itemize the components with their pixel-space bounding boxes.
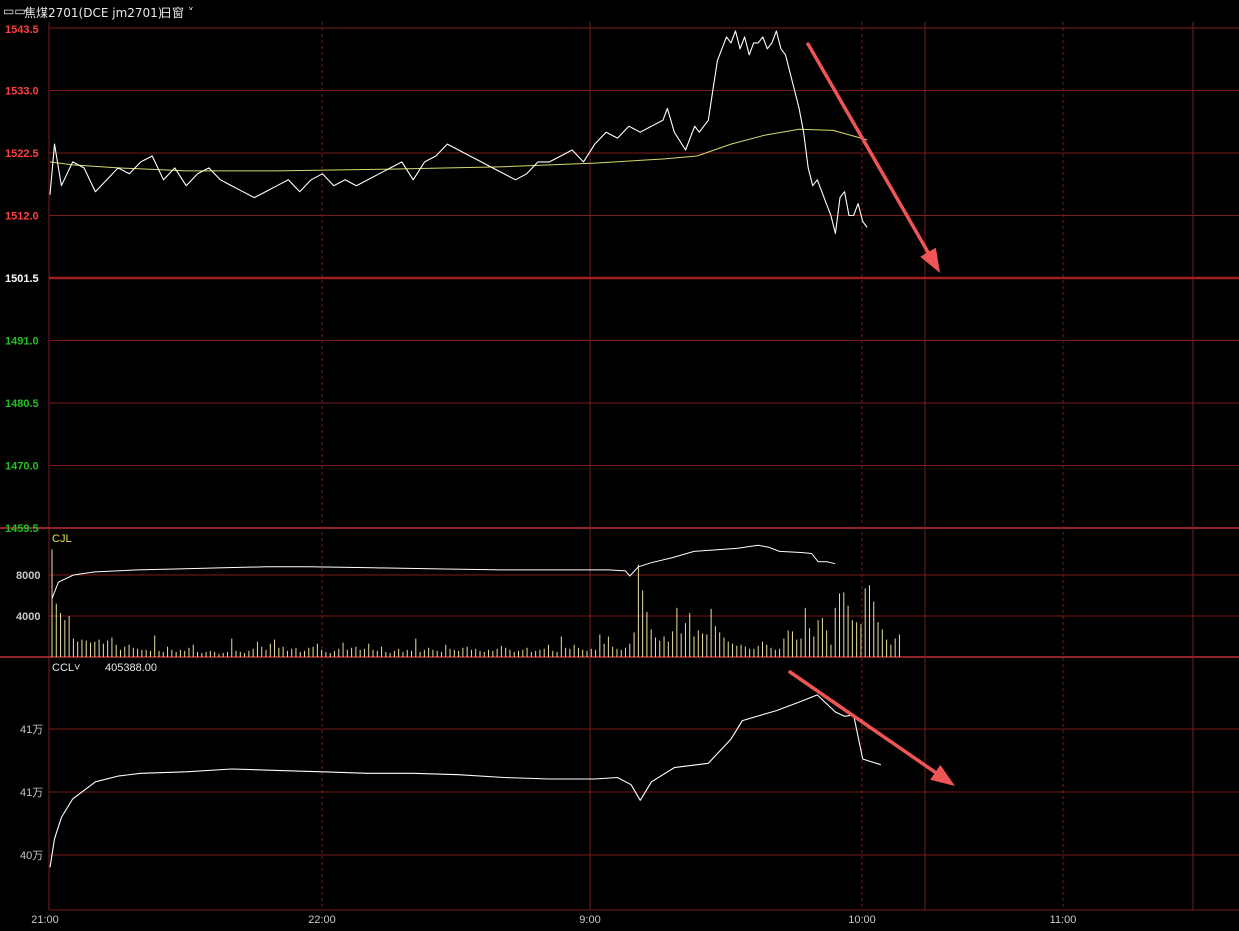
oi-tick-label: 41万 [20,724,43,736]
ccl-legend: CCL˅ [52,662,80,674]
price-tick-label: 1491.0 [5,336,39,348]
arrow-head [920,247,940,273]
volume-tick-label: 8000 [16,570,40,582]
ccl-current-value: 405388.00 [105,662,157,674]
price-tick-label: 1522.5 [5,148,39,160]
arrow-shaft [806,42,930,254]
oi-tick-label: 41万 [20,787,43,799]
time-tick-label: 22:00 [308,914,336,926]
price-tick-label: 1512.0 [5,211,39,223]
price-tick-label: 1543.5 [5,24,39,36]
price-tick-label: 1533.0 [5,86,39,98]
price-down-arrow [806,42,940,273]
volume-tick-label: 4000 [16,611,40,623]
time-tick-label: 21:00 [31,914,59,926]
period-dropdown[interactable]: 日窗 ˅ [160,4,194,21]
average-price-line [49,128,868,172]
price-tick-label: 1459.5 [5,523,39,535]
symbol-title: 焦煤2701(DCE jm2701) [24,6,163,20]
window-toggle-icon[interactable]: ▭▭ [3,4,26,18]
series-lines [49,30,881,868]
price-line [49,30,868,234]
axis-labels: 1543.5 1533.0 1522.5 1512.0 1501.5 1491.0 1480… [5,24,1076,926]
price-tick-label: 1501.5 [5,273,39,285]
legends: CJL CCL˅ 405388.00 [52,533,157,674]
oi-tick-label: 40万 [20,850,43,862]
time-tick-label: 10:00 [848,914,876,926]
arrow-shaft [788,670,938,775]
open-interest-line [49,694,881,868]
trend-arrows [788,42,955,786]
grid-lines [0,22,1239,911]
period-label: 日窗 [160,6,185,20]
oi-down-arrow [788,670,955,786]
title-bar: ▭▭ 焦煤2701(DCE jm2701) 日窗 ˅ [0,0,1239,22]
chevron-down-icon: ˅ [184,6,194,20]
arrow-head [930,764,955,786]
cjl-legend: CJL [52,533,72,545]
price-tick-label: 1470.0 [5,461,39,473]
volume-ma-line [51,544,836,599]
time-tick-label: 11:00 [1050,914,1077,926]
volume-bars [51,549,900,657]
price-tick-label: 1480.5 [5,398,39,410]
time-tick-label: 9:00 [579,914,600,926]
